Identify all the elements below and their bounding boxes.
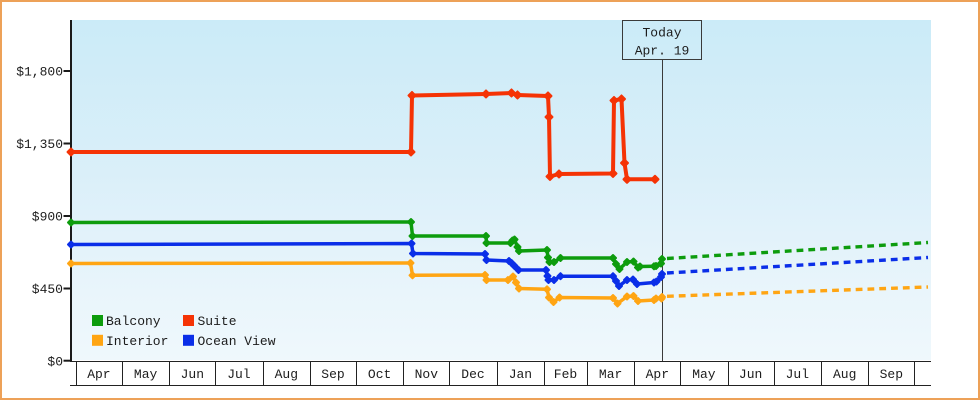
svg-text:May: May (134, 367, 158, 382)
svg-text:Apr: Apr (87, 367, 110, 382)
svg-text:Apr. 19: Apr. 19 (635, 44, 690, 59)
svg-text:$450: $450 (32, 282, 63, 297)
svg-text:Aug: Aug (833, 367, 856, 382)
svg-text:Sep: Sep (880, 367, 903, 382)
svg-text:Aug: Aug (275, 367, 298, 382)
svg-text:Mar: Mar (599, 367, 622, 382)
svg-text:Dec: Dec (461, 367, 484, 382)
svg-text:Nov: Nov (415, 367, 439, 382)
svg-text:May: May (692, 367, 716, 382)
svg-text:$0: $0 (47, 354, 63, 369)
svg-text:Jul: Jul (786, 367, 810, 382)
svg-text:Ocean View: Ocean View (198, 334, 276, 349)
svg-text:Jun: Jun (739, 367, 762, 382)
svg-text:Jan: Jan (509, 367, 532, 382)
svg-text:$1,800: $1,800 (16, 65, 63, 80)
svg-text:Jun: Jun (181, 367, 204, 382)
svg-text:Interior: Interior (106, 334, 168, 349)
svg-text:Apr: Apr (646, 367, 669, 382)
svg-text:$900: $900 (32, 210, 63, 225)
svg-text:Today: Today (642, 26, 681, 41)
svg-text:Oct: Oct (368, 367, 391, 382)
svg-text:Feb: Feb (554, 367, 577, 382)
svg-text:Sep: Sep (321, 367, 344, 382)
svg-text:$1,350: $1,350 (16, 137, 63, 152)
svg-text:Suite: Suite (198, 314, 237, 329)
svg-text:Jul: Jul (227, 367, 251, 382)
svg-text:Balcony: Balcony (106, 314, 161, 329)
